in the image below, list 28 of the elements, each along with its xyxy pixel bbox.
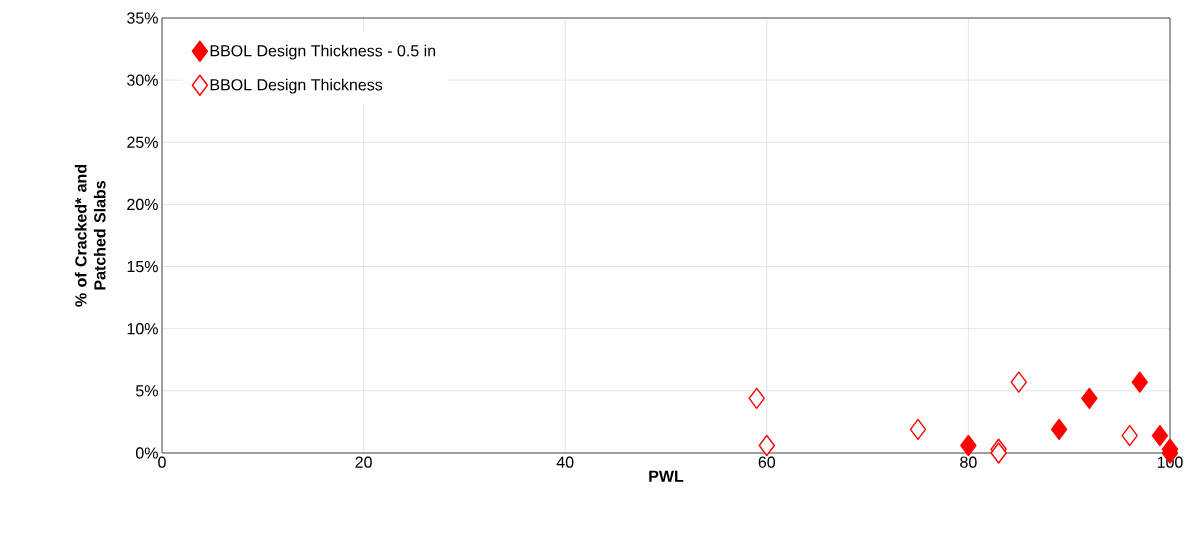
legend-label: BBOL Design Thickness - 0.5 in xyxy=(210,44,436,60)
x-axis-title: PWL xyxy=(649,470,684,482)
y-tick-label: 35% xyxy=(127,12,158,24)
point xyxy=(990,442,1007,464)
point xyxy=(1121,424,1138,447)
legend-label: BBOL Design Thickness xyxy=(210,78,383,94)
point xyxy=(1050,418,1068,441)
point xyxy=(1151,424,1169,447)
y-axis-title: % of Cracked* and Patched Slabs xyxy=(74,165,106,307)
x-tick-label: 0 xyxy=(158,456,166,468)
point xyxy=(1010,371,1027,393)
x-tick-label: 40 xyxy=(556,456,574,468)
y-tick-label: 5% xyxy=(136,385,158,397)
y-tick-label: 0% xyxy=(135,447,158,459)
y-tick-label: 15% xyxy=(127,260,158,273)
x-tick-label: 80 xyxy=(960,456,977,468)
y-tick-label: 10% xyxy=(127,323,158,335)
x-tick-label: 60 xyxy=(758,456,776,468)
point xyxy=(1081,387,1098,409)
point xyxy=(960,434,977,457)
y-tick-label: 30% xyxy=(127,74,158,86)
point xyxy=(909,418,927,441)
point xyxy=(1131,371,1148,393)
y-tick-label: 20% xyxy=(127,198,158,211)
point xyxy=(758,434,775,457)
point xyxy=(748,387,765,409)
y-tick-label: 25% xyxy=(127,136,158,148)
x-tick-label: 20 xyxy=(355,456,372,468)
